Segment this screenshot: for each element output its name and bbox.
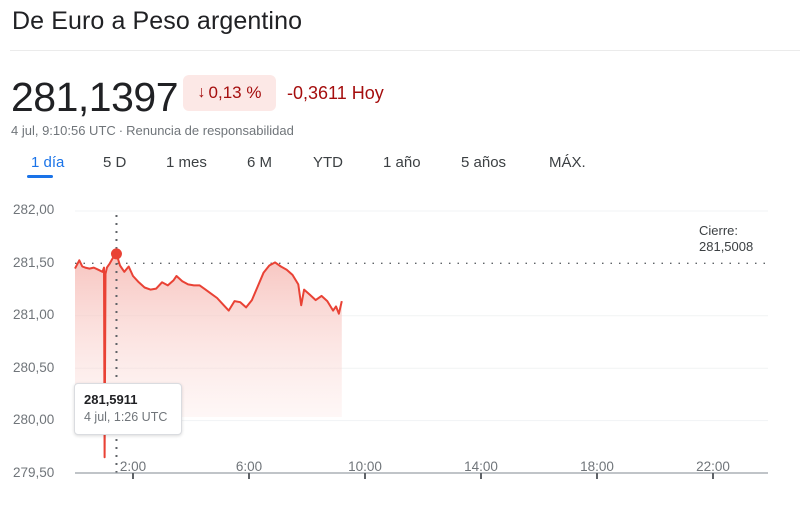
divider	[10, 50, 800, 51]
x-tick-label: 2:00	[119, 459, 147, 474]
tab-1-day[interactable]: 1 día	[31, 154, 65, 171]
active-tab-indicator	[27, 175, 53, 178]
x-tick-label: 6:00	[235, 459, 263, 474]
time-range-tabs: 1 día 5 D 1 mes 6 M YTD 1 año 5 años MÁX…	[0, 150, 800, 182]
page-title: De Euro a Peso argentino	[12, 7, 303, 35]
y-tick-label: 279,50	[13, 465, 55, 480]
tab-ytd[interactable]: YTD	[313, 154, 343, 171]
disclaimer-link[interactable]: Renuncia de responsabilidad	[126, 123, 294, 138]
chart-line	[74, 252, 343, 459]
price-chart[interactable]: 282,00 281,50 281,00 280,50 280,00 279,5…	[0, 195, 800, 515]
close-value: 281,5008	[699, 239, 754, 254]
y-tick-label: 280,00	[13, 412, 55, 427]
x-tick-label: 22:00	[696, 459, 730, 474]
tab-max[interactable]: MÁX.	[549, 154, 586, 171]
close-label: Cierre: 281,5008	[699, 223, 753, 255]
x-tick-label: 10:00	[348, 459, 382, 474]
current-price: 281,1397	[11, 74, 179, 120]
x-tick-marks	[132, 473, 714, 479]
timestamp: 4 jul, 9:10:56 UTC	[11, 123, 116, 138]
y-tick-label: 282,00	[13, 202, 55, 217]
tab-6-months[interactable]: 6 M	[247, 154, 273, 171]
change-percent: 0,13 %	[208, 83, 262, 102]
y-tick-label: 281,00	[13, 307, 55, 322]
x-tick-label: 18:00	[580, 459, 614, 474]
y-tick-label: 280,50	[13, 360, 55, 375]
x-tick-label: 14:00	[464, 459, 498, 474]
arrow-down-icon: ↓	[197, 84, 206, 101]
tooltip-time: 4 jul, 1:26 UTC	[84, 410, 168, 424]
change-absolute: -0,3611 Hoy	[287, 83, 384, 103]
hover-point-marker	[110, 248, 122, 260]
tab-5-days[interactable]: 5 D	[103, 154, 127, 171]
tab-1-month[interactable]: 1 mes	[166, 154, 207, 171]
y-tick-label: 281,50	[13, 255, 55, 270]
close-label-title: Cierre:	[699, 223, 739, 238]
tooltip-value: 281,5911	[84, 392, 138, 407]
separator: ·	[118, 123, 124, 138]
tab-5-years[interactable]: 5 años	[461, 154, 507, 171]
price-meta: 4 jul, 9:10:56 UTC · Renuncia de responsab…	[11, 123, 294, 138]
tab-1-year[interactable]: 1 año	[383, 154, 421, 171]
change-percent-badge: ↓ 0,13 %	[183, 75, 276, 111]
hover-tooltip: 281,5911 4 jul, 1:26 UTC	[74, 383, 182, 435]
